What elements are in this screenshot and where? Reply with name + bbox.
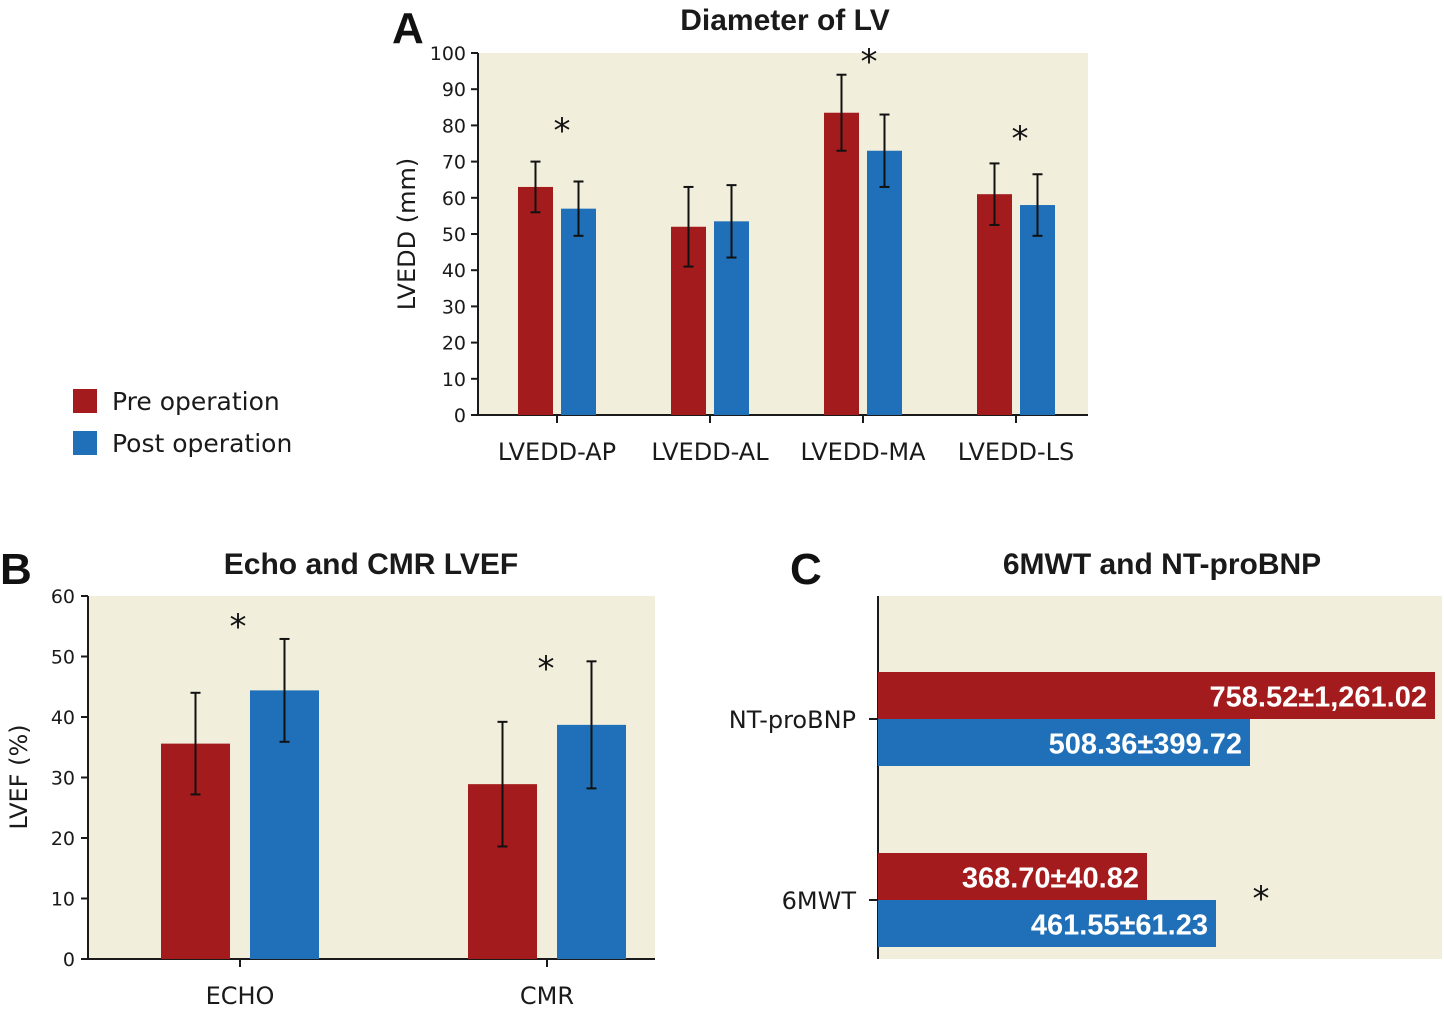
y-tick-label-b: 0 — [63, 949, 75, 971]
y-tick-label-a: 40 — [442, 260, 466, 282]
bar-pre-a — [977, 194, 1012, 415]
y-tick-label-a: 70 — [442, 152, 466, 174]
y-tick-label-a: 10 — [442, 369, 466, 391]
y-tick-label-b: 60 — [51, 586, 75, 608]
panel-label-c: C — [790, 545, 822, 594]
panel-title-b: Echo and CMR LVEF — [224, 548, 518, 581]
x-tick-label-b: ECHO — [206, 982, 275, 1010]
bar-post-a — [561, 208, 596, 415]
bar-post-c — [878, 719, 1250, 766]
panel-title-c: 6MWT and NT-proBNP — [1003, 548, 1321, 581]
y-tick-label-b: 40 — [51, 707, 75, 729]
y-tick-label-b: 10 — [51, 889, 75, 911]
significance-star-c: * — [1253, 879, 1270, 919]
legend-label: Pre operation — [112, 387, 280, 416]
y-tick-label-a: 90 — [442, 79, 466, 101]
x-tick-label-b: CMR — [520, 982, 574, 1010]
y-tick-label-a: 100 — [430, 43, 466, 65]
y-tick-label-b: 50 — [51, 647, 75, 669]
y-axis-title-a: LVEDD (mm) — [393, 158, 421, 310]
y-tick-label-c: 6MWT — [782, 887, 857, 915]
y-tick-label-a: 30 — [442, 296, 466, 318]
bar-pre-c — [878, 853, 1147, 900]
y-tick-label-b: 30 — [51, 768, 75, 790]
significance-star-a: * — [1012, 119, 1029, 159]
bar-value-label-c: 461.55±61.23 — [1031, 910, 1208, 942]
bar-post-a — [1020, 205, 1055, 415]
x-tick-label-a: LVEDD-MA — [800, 438, 926, 466]
y-tick-label-c: NT-proBNP — [729, 706, 856, 734]
panel-label-b: B — [0, 545, 32, 594]
x-tick-label-a: LVEDD-LS — [958, 438, 1075, 466]
significance-star-b: * — [538, 649, 555, 689]
y-tick-label-a: 0 — [454, 405, 466, 427]
panel-label-a: A — [392, 4, 424, 53]
y-tick-label-a: 60 — [442, 188, 466, 210]
bar-value-label-c: 758.52±1,261.02 — [1210, 682, 1428, 714]
y-tick-label-a: 20 — [442, 333, 466, 355]
significance-star-a: * — [554, 111, 571, 151]
bar-post-c — [878, 900, 1216, 947]
panel-title-a: Diameter of LV — [680, 4, 890, 37]
y-tick-label-b: 20 — [51, 828, 75, 850]
bar-value-label-c: 368.70±40.82 — [962, 863, 1139, 895]
x-tick-label-a: LVEDD-AL — [651, 438, 769, 466]
bar-post-a — [867, 150, 902, 416]
significance-star-b: * — [230, 607, 247, 647]
legend-swatch — [73, 389, 97, 413]
legend-swatch — [73, 431, 97, 455]
bar-pre-a — [824, 112, 859, 415]
bar-pre-a — [518, 186, 553, 415]
bar-value-label-c: 508.36±399.72 — [1049, 729, 1242, 761]
y-tick-label-a: 50 — [442, 224, 466, 246]
legend-label: Post operation — [112, 429, 292, 458]
y-tick-label-a: 80 — [442, 115, 466, 137]
bar-pre-c — [878, 672, 1435, 719]
y-axis-title-b: LVEF (%) — [5, 724, 33, 829]
significance-star-a: * — [861, 42, 878, 82]
x-tick-label-a: LVEDD-AP — [498, 438, 616, 466]
